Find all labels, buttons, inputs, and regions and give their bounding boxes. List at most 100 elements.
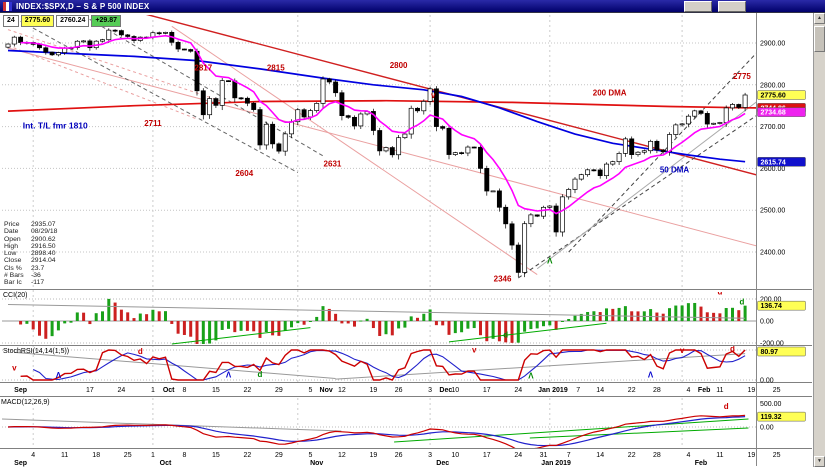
svg-text:Λ: Λ — [547, 257, 553, 266]
svg-text:2800.00: 2800.00 — [760, 82, 785, 89]
svg-text:2346: 2346 — [494, 274, 512, 283]
svg-text:2900.00: 2900.00 — [760, 41, 785, 48]
svg-text:Oct: Oct — [163, 387, 175, 394]
scroll-down-icon[interactable]: ▼ — [814, 456, 825, 467]
candles-layer — [5, 28, 748, 278]
info-row: Price 2935.07 — [4, 221, 56, 228]
svg-text:3: 3 — [428, 452, 432, 459]
svg-text:29: 29 — [275, 452, 283, 459]
titlebar[interactable]: INDEX:$SPX,D – S & P 500 INDEX — [0, 0, 825, 13]
svg-text:2631: 2631 — [324, 160, 342, 169]
svg-text:15: 15 — [212, 452, 220, 459]
scrollbar-thumb[interactable] — [814, 26, 825, 52]
svg-text:26: 26 — [395, 387, 403, 394]
svg-text:4: 4 — [686, 387, 690, 394]
svg-text:22: 22 — [244, 452, 252, 459]
svg-text:119.32: 119.32 — [761, 414, 782, 421]
scroll-up-icon[interactable]: ▲ — [814, 13, 825, 24]
svg-text:15: 15 — [212, 387, 220, 394]
svg-text:8: 8 — [182, 387, 186, 394]
price-tag-2: 2734.68 — [757, 107, 806, 117]
svg-text:22: 22 — [628, 387, 636, 394]
svg-text:Dec: Dec — [439, 387, 452, 394]
svg-text:2734.68: 2734.68 — [761, 110, 786, 117]
svg-text:136.74: 136.74 — [761, 303, 783, 310]
svg-text:14: 14 — [596, 387, 604, 394]
svg-text:d: d — [258, 370, 263, 379]
axis-tags: 2775.602744.862734.682615.74136.7480.971… — [757, 90, 806, 422]
svg-text:25: 25 — [124, 452, 132, 459]
svg-text:12: 12 — [338, 387, 346, 394]
svg-text:d: d — [717, 288, 722, 297]
app-icon — [3, 1, 12, 11]
svg-text:31: 31 — [540, 452, 548, 459]
svg-text:0.00: 0.00 — [760, 319, 774, 326]
svg-text:19: 19 — [370, 387, 378, 394]
svg-text:Jan 2019: Jan 2019 — [541, 460, 571, 467]
header-button-1[interactable] — [684, 0, 712, 12]
svg-text:2400.00: 2400.00 — [760, 250, 785, 257]
svg-text:d: d — [724, 402, 729, 411]
price-tag-3: 2615.74 — [757, 157, 806, 167]
svg-text:2500.00: 2500.00 — [760, 208, 785, 215]
svg-text:2600.00: 2600.00 — [760, 166, 785, 173]
price-tag-0: 2775.60 — [757, 90, 806, 100]
svg-text:22: 22 — [244, 387, 252, 394]
vertical-scrollbar[interactable]: ▲ ▼ — [813, 13, 825, 467]
svg-text:80.97: 80.97 — [761, 349, 779, 356]
svg-text:Λ: Λ — [648, 371, 654, 380]
svg-text:2615.74: 2615.74 — [761, 159, 786, 166]
svg-text:25: 25 — [773, 387, 781, 394]
quote-box-2: 2760.24 — [56, 15, 90, 27]
info-row: Cls % 23.7 — [4, 264, 45, 272]
trendlines-layer — [7, 15, 756, 279]
stochrsi-panel-label: StochRSI(14,14(1,5)) — [3, 348, 70, 355]
stochrsi-value-tag: 80.97 — [757, 346, 806, 357]
annotations-layer: 2817 2815 2800 v 2711 2604 2631 2346 Λ 2775 200 DM… — [23, 61, 752, 283]
svg-text:4: 4 — [31, 452, 35, 459]
info-row: Close 2914.04 — [4, 257, 56, 265]
svg-text:200.00: 200.00 — [760, 297, 782, 304]
svg-text:d: d — [730, 345, 735, 354]
svg-text:11: 11 — [716, 452, 723, 459]
svg-text:12: 12 — [338, 452, 346, 459]
svg-text:1: 1 — [151, 452, 155, 459]
svg-text:2815: 2815 — [267, 64, 285, 73]
svg-text:14: 14 — [596, 452, 604, 459]
cci-panel-label: CCI(20) — [3, 292, 28, 299]
svg-text:Sep: Sep — [14, 387, 27, 394]
svg-text:10: 10 — [451, 387, 459, 394]
svg-text:0.00: 0.00 — [760, 378, 774, 385]
svg-text:v: v — [12, 363, 17, 372]
svg-text:Λ: Λ — [226, 371, 232, 380]
svg-text:24: 24 — [514, 387, 522, 394]
svg-text:500.00: 500.00 — [760, 401, 782, 408]
svg-text:d: d — [740, 298, 745, 307]
quote-box-1: 2775.60 — [20, 15, 55, 27]
svg-text:Λ: Λ — [528, 372, 534, 381]
svg-text:17: 17 — [86, 387, 94, 394]
svg-text:4: 4 — [686, 452, 690, 459]
header-button-2[interactable] — [718, 0, 746, 12]
cci-histogram: d d d — [7, 288, 747, 345]
svg-text:2604: 2604 — [235, 169, 253, 178]
svg-text:50 DMA: 50 DMA — [660, 166, 690, 175]
svg-text:29: 29 — [275, 387, 283, 394]
grid-layer — [2, 15, 756, 448]
fast-ma-line — [20, 34, 746, 215]
svg-text:17: 17 — [483, 452, 491, 459]
svg-text:19: 19 — [748, 452, 756, 459]
svg-text:Feb: Feb — [698, 387, 710, 394]
svg-text:17: 17 — [483, 387, 491, 394]
macd-panel-label: MACD(12,26,9) — [1, 399, 50, 406]
svg-text:8: 8 — [182, 452, 186, 459]
svg-text:d: d — [503, 331, 508, 340]
svg-text:26: 26 — [395, 452, 403, 459]
svg-text:2775: 2775 — [733, 72, 751, 81]
info-row: # Bars -36 — [4, 272, 41, 280]
svg-text:Λ: Λ — [56, 371, 62, 380]
info-row: High 2916.50 — [4, 242, 56, 250]
svg-text:Jan 2019: Jan 2019 — [538, 387, 568, 394]
